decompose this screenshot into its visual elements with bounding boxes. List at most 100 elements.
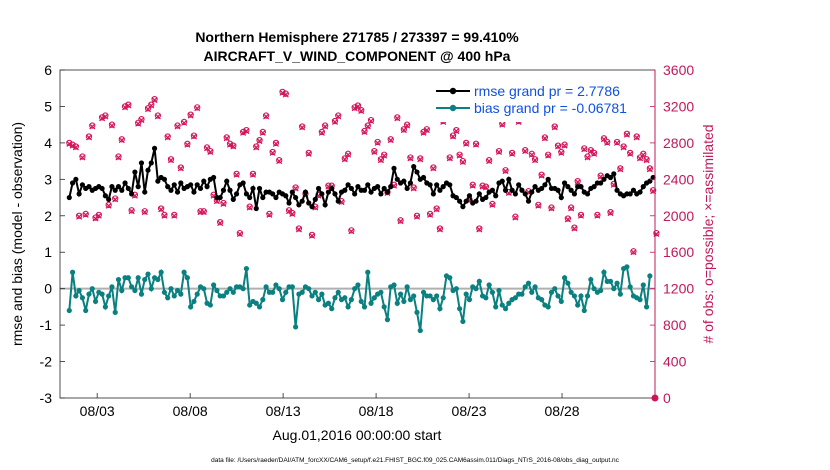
obs-possible-point — [407, 154, 414, 161]
bias-point — [207, 302, 213, 308]
rmse-point — [578, 184, 584, 190]
bias-point — [355, 282, 361, 288]
obs-assimilated-point — [181, 119, 188, 126]
bias-point — [601, 269, 607, 275]
rmse-point — [381, 185, 387, 192]
rmse-point — [125, 185, 131, 192]
left-axis: -3 -2 -1 0 1 2 3 4 5 6 — [40, 62, 65, 406]
bias-point — [106, 293, 112, 299]
bias-point — [397, 291, 404, 297]
rmse-point — [109, 184, 115, 190]
obs-possible-point — [141, 208, 148, 215]
bias-point — [76, 287, 82, 294]
bias-point — [391, 282, 397, 288]
bias-point — [414, 309, 420, 315]
bias-point — [512, 295, 518, 301]
x-tick-label: 08/08 — [173, 403, 208, 419]
bias-point — [191, 298, 197, 305]
obs-possible-point — [85, 133, 93, 140]
bias-point — [624, 264, 630, 270]
rmse-point — [76, 191, 82, 197]
obs-possible-point — [472, 140, 480, 147]
rmse-point — [637, 189, 643, 195]
rmse-point — [309, 204, 315, 210]
obs-assimilated-point — [194, 105, 201, 112]
bias-point — [352, 286, 358, 292]
bias-point — [381, 304, 387, 310]
bias-point — [86, 291, 92, 297]
bias-point — [539, 297, 545, 303]
obs-assimilated-point — [82, 211, 89, 218]
obs-assimilated-point — [456, 152, 463, 159]
obs-possible-point — [403, 121, 411, 128]
rmse-point — [286, 200, 292, 206]
rmse-point — [427, 182, 433, 188]
rmse-point — [499, 178, 505, 184]
bias-point — [99, 291, 105, 297]
obs-possible-point — [259, 128, 266, 136]
obs-assimilated-point — [200, 209, 207, 216]
obs-assimilated-point — [167, 157, 175, 164]
obs-possible-point — [138, 116, 145, 123]
obs-assimilated-point — [646, 166, 653, 173]
bias-point — [335, 289, 341, 295]
obs-possible-point — [144, 105, 152, 112]
rmse-point — [640, 184, 646, 190]
rmse-series — [66, 145, 656, 212]
bias-point — [561, 275, 568, 281]
left-tick-label: 3 — [44, 171, 52, 187]
obs-assimilated-point — [341, 156, 348, 163]
obs-possible-point — [636, 154, 644, 161]
obs-assimilated-point — [308, 232, 316, 239]
rmse-point — [361, 187, 368, 193]
obs-possible-point — [335, 112, 342, 119]
bias-point — [427, 293, 433, 299]
bias-point — [637, 297, 643, 303]
obs-possible-point — [446, 154, 453, 161]
obs-assimilated-point — [571, 225, 578, 232]
obs-assimilated-point — [256, 138, 263, 145]
obs-assimilated-point — [226, 141, 234, 148]
obs-assimilated-point — [230, 143, 237, 150]
bias-point — [627, 284, 633, 290]
rmse-point — [174, 189, 181, 195]
obs-possible-point — [489, 200, 496, 208]
obs-possible-point — [613, 138, 621, 146]
rmse-point — [322, 202, 328, 208]
obs-possible-point — [253, 143, 260, 150]
bias-point — [588, 276, 594, 283]
obs-possible-point — [272, 139, 280, 147]
obs-possible-point — [607, 208, 614, 216]
obs-possible-point — [95, 211, 102, 219]
obs-assimilated-point — [545, 152, 552, 159]
obs-assimilated-point — [79, 154, 86, 161]
bias-point — [230, 289, 236, 295]
obs-possible-point — [246, 203, 253, 210]
obs-assimilated-point — [299, 124, 306, 131]
obs-possible-point — [551, 123, 558, 130]
rmse-point — [260, 194, 266, 201]
bias-point — [401, 298, 407, 305]
bias-point — [283, 289, 289, 295]
obs-assimilated-point — [410, 185, 417, 192]
obs-possible-point — [508, 149, 516, 157]
obs-possible-point — [331, 117, 339, 125]
rmse-point — [312, 196, 318, 202]
bias-point — [575, 302, 581, 308]
obs-assimilated-point — [394, 115, 401, 122]
bias-point — [545, 304, 551, 310]
rmse-point — [434, 182, 440, 188]
bias-point — [181, 269, 187, 275]
bias-point — [66, 307, 72, 314]
right-tick-label: 2000 — [663, 208, 694, 224]
bias-point — [263, 284, 269, 290]
bias-point — [404, 284, 410, 290]
bias-point — [581, 307, 587, 314]
bias-point — [276, 286, 282, 292]
bias-point — [368, 300, 374, 306]
obs-possible-point — [410, 184, 417, 191]
obs-possible-point — [574, 178, 581, 185]
rmse-point — [420, 174, 427, 181]
bias-point — [174, 287, 181, 294]
rmse-point — [532, 184, 538, 190]
